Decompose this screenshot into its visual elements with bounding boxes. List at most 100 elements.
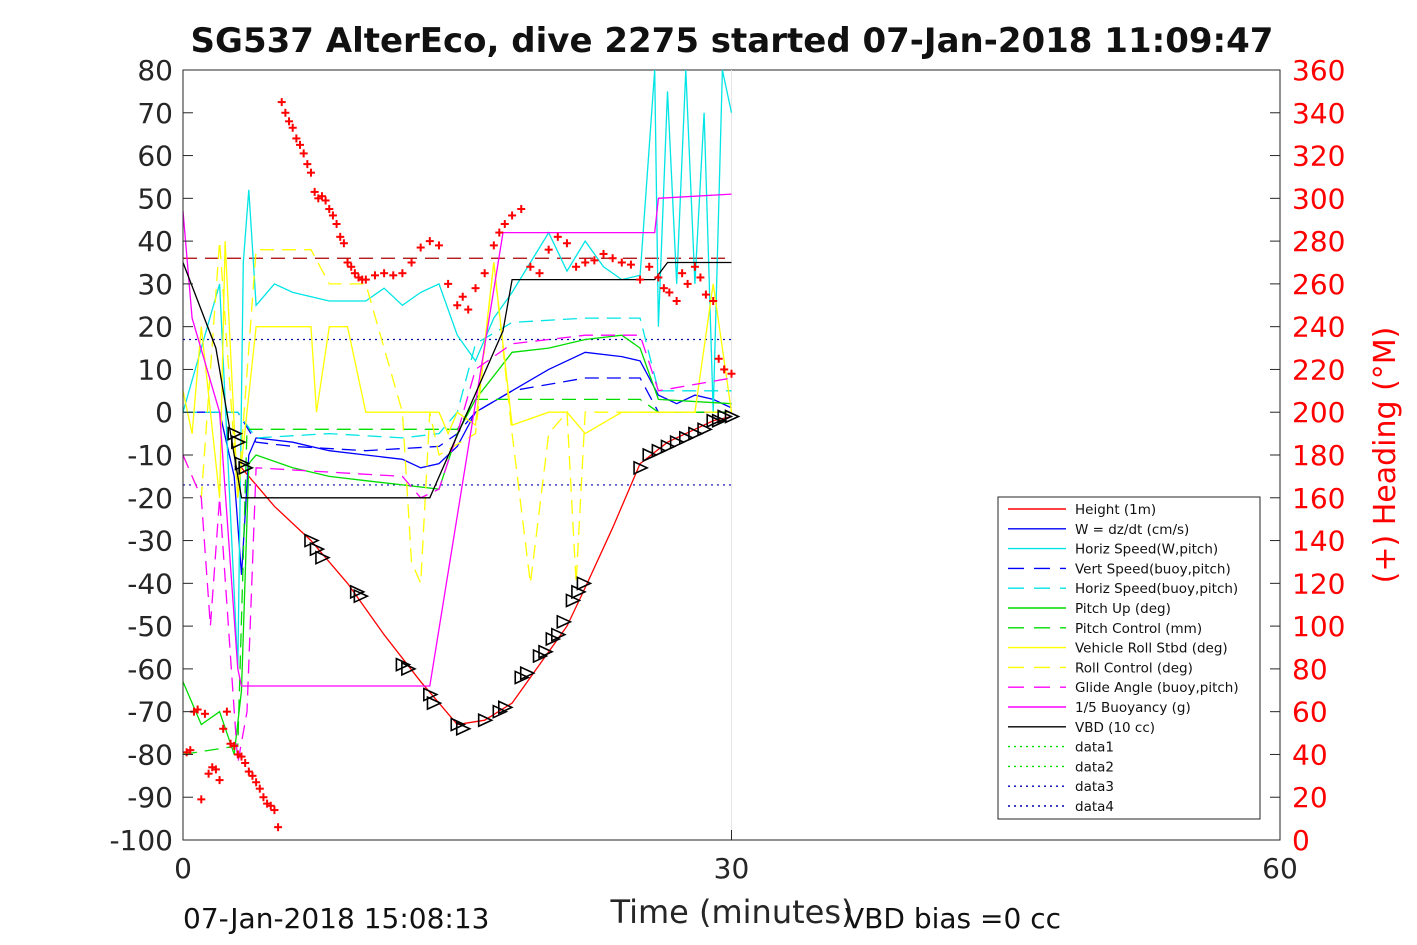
heading-point (480, 269, 489, 278)
x-tick-label: 0 (174, 852, 192, 885)
heading-point (361, 275, 370, 284)
legend-entry: W = dz/dt (cm/s) (1008, 522, 1189, 538)
glider-marker (497, 700, 514, 715)
heading-point (495, 228, 504, 237)
heading-point (274, 823, 283, 832)
y-right-tick-label: 300 (1292, 182, 1345, 215)
heading-point (215, 776, 224, 785)
heading-point (288, 123, 297, 132)
glider-marker (545, 631, 562, 647)
heading-point (599, 249, 608, 258)
glider-marker (532, 648, 549, 664)
glider-marker (519, 665, 536, 681)
y-left-tick-label: -80 (127, 738, 173, 771)
heading-point (380, 269, 389, 278)
heading-point (407, 258, 416, 267)
legend-entry: Horiz Speed(buoy,pitch) (1008, 581, 1238, 597)
x-tick-label: 60 (1262, 852, 1298, 885)
legend-label: Pitch Control (mm) (1075, 621, 1202, 637)
legend-label: Roll Control (deg) (1075, 660, 1193, 676)
y-right-tick-label: 60 (1292, 696, 1328, 729)
legend-label: data1 (1075, 740, 1114, 756)
heading-point (186, 746, 195, 755)
y-left-tick-label: 0 (155, 396, 173, 429)
series-line (182, 241, 733, 498)
glider-marker (231, 434, 247, 450)
legend-box (997, 496, 1261, 820)
legend-entry: data4 (1008, 799, 1114, 815)
y-right-tick-label: 260 (1292, 268, 1345, 301)
heading-point (535, 269, 544, 278)
heading-point (683, 279, 692, 288)
series-line (182, 69, 733, 669)
series-line (182, 261, 732, 499)
y-right-tick-label: 240 (1292, 311, 1345, 344)
heading-point (200, 709, 209, 718)
legend-label: VBD (10 cc) (1075, 720, 1155, 736)
heading-point (665, 288, 674, 297)
heading-point (204, 769, 213, 778)
heading-point (219, 724, 228, 733)
y-right-tick-label: 0 (1292, 824, 1310, 857)
y-left-tick-label: 80 (137, 54, 173, 87)
heading-point (425, 237, 434, 246)
glider-marker (660, 439, 677, 454)
glider-marker (642, 447, 659, 463)
series-line (182, 193, 732, 687)
heading-point (590, 256, 599, 265)
y-left-tick-label: 10 (137, 353, 173, 386)
y-left-tick-label: -30 (127, 525, 173, 558)
y-left-tick-label: -50 (127, 610, 173, 643)
legend-label: 1/5 Buoyancy (g) (1075, 700, 1191, 716)
legend-entry: Pitch Up (deg) (1008, 601, 1171, 617)
heading-point (617, 258, 626, 267)
y-right-tick-label: 340 (1292, 97, 1345, 130)
legend-entry: Vehicle Roll Stbd (deg) (1008, 641, 1228, 657)
heading-point (230, 741, 239, 750)
heading-point (347, 262, 356, 271)
heading-point (339, 239, 348, 248)
glider-marker (395, 657, 412, 672)
glider-marker (556, 614, 573, 630)
y-right-tick-label: 80 (1292, 653, 1328, 686)
glider-marker (238, 460, 255, 476)
glider-marker (450, 717, 467, 732)
glider-marker (633, 460, 649, 476)
glider-markers (227, 409, 741, 737)
heading-point (296, 140, 305, 149)
reference-lines (183, 257, 732, 486)
glider-marker (315, 550, 331, 565)
heading-point (306, 168, 315, 177)
y-left-tick-label: -20 (127, 482, 173, 515)
y-axis-right: 3603403203002802602402202001801601401201… (1270, 54, 1345, 857)
heading-point (193, 705, 202, 714)
glider-marker (697, 422, 713, 437)
y-left-tick-label: 60 (137, 140, 173, 173)
y-left-tick-label: -40 (127, 567, 173, 600)
heading-point (321, 196, 330, 205)
heading-point (350, 269, 359, 278)
glider-marker (678, 430, 695, 446)
heading-point (332, 220, 341, 228)
glider-marker (477, 712, 494, 728)
y-left-tick-label: -70 (127, 696, 173, 729)
heading-point (444, 279, 453, 288)
heading-point (398, 269, 407, 278)
y-right-tick-label: 200 (1292, 396, 1345, 429)
glider-marker (401, 661, 417, 677)
heading-point (237, 752, 246, 761)
y-left-tick-label: 30 (137, 268, 173, 301)
heading-point (292, 134, 301, 143)
glider-marker (234, 456, 251, 471)
series-line (182, 334, 732, 755)
y-left-tick-label: -100 (109, 824, 173, 857)
glider-marker (706, 413, 723, 429)
series-line (182, 241, 732, 584)
legend-label: data2 (1075, 759, 1114, 775)
heading-point (303, 160, 312, 169)
glider-marker (492, 704, 509, 719)
legend-label: Pitch Up (deg) (1075, 601, 1171, 617)
legend-label: data3 (1075, 779, 1114, 795)
glider-marker (651, 443, 668, 458)
heading-point (464, 305, 473, 314)
